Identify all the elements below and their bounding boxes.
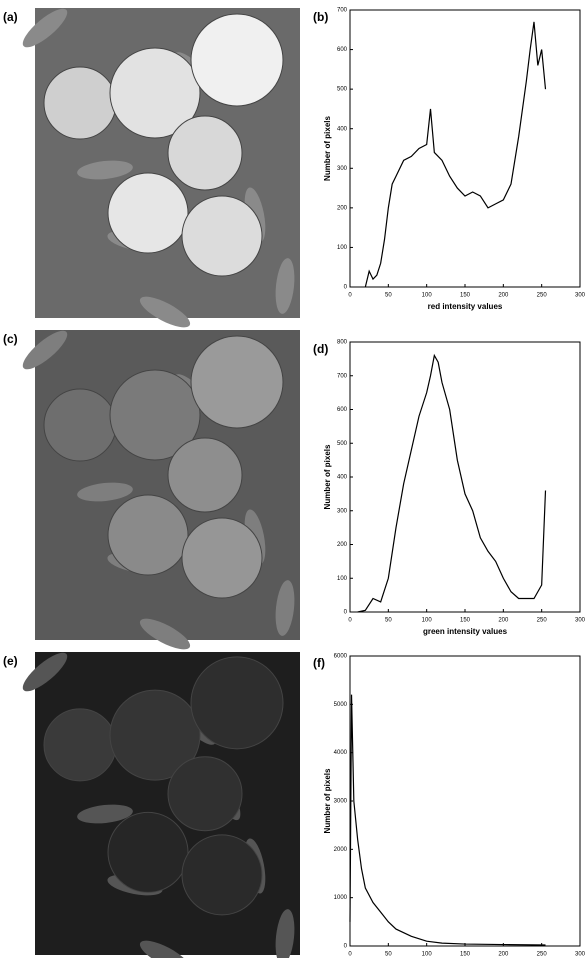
x-tick-label: 150 xyxy=(460,293,471,299)
x-tick-label: 300 xyxy=(575,952,586,958)
x-tick-label: 200 xyxy=(498,618,509,624)
x-tick-label: 100 xyxy=(422,293,433,299)
fruit xyxy=(109,689,201,781)
photo xyxy=(22,8,300,328)
y-axis-label: Number of pixels xyxy=(323,444,332,509)
fruit xyxy=(167,437,243,513)
y-tick-label: 600 xyxy=(337,407,348,413)
x-tick-label: 50 xyxy=(385,293,392,299)
y-tick-label: 400 xyxy=(337,475,348,481)
fruit xyxy=(43,708,117,782)
fruit xyxy=(109,47,201,139)
fruit xyxy=(109,369,201,461)
leaf xyxy=(22,652,68,692)
panel-label: (d) xyxy=(313,342,328,356)
x-tick-label: 250 xyxy=(537,952,548,958)
histogram-line xyxy=(357,353,547,613)
x-tick-label: 0 xyxy=(348,293,352,299)
x-tick-label: 0 xyxy=(348,618,352,624)
leaf xyxy=(77,160,133,180)
y-tick-label: 100 xyxy=(337,576,348,582)
y-tick-label: 300 xyxy=(337,508,348,514)
y-tick-label: 400 xyxy=(337,126,348,132)
leaf xyxy=(77,804,133,824)
y-tick-label: 600 xyxy=(337,47,348,53)
fruit xyxy=(43,388,117,462)
fruit xyxy=(181,195,263,277)
leaf xyxy=(139,618,191,650)
panel-label: (a) xyxy=(3,10,18,24)
y-tick-label: 500 xyxy=(337,441,348,447)
fruit xyxy=(107,172,189,254)
y-tick-label: 6000 xyxy=(334,654,348,660)
x-tick-label: 50 xyxy=(385,618,392,624)
leaf xyxy=(22,330,68,370)
leaf xyxy=(139,296,191,328)
y-tick-label: 2000 xyxy=(334,847,348,853)
plot-frame xyxy=(349,655,581,947)
plot-frame xyxy=(349,9,581,288)
x-tick-label: 250 xyxy=(537,618,548,624)
photo xyxy=(22,330,300,650)
panel-label: (e) xyxy=(3,654,18,668)
histogram-line xyxy=(349,694,546,946)
x-tick-label: 150 xyxy=(460,952,471,958)
x-tick-label: 0 xyxy=(348,952,352,958)
leaf xyxy=(139,940,191,963)
x-tick-label: 100 xyxy=(422,618,433,624)
panel-label: (b) xyxy=(313,10,328,24)
y-tick-label: 800 xyxy=(337,340,348,346)
y-tick-label: 700 xyxy=(337,8,348,14)
panel-label: (c) xyxy=(3,332,18,346)
y-axis-label: Number of pixels xyxy=(323,768,332,833)
x-tick-label: 200 xyxy=(498,293,509,299)
fruit xyxy=(181,517,263,599)
y-tick-label: 100 xyxy=(337,245,348,251)
y-tick-label: 300 xyxy=(337,166,348,172)
fruit xyxy=(190,335,284,429)
fruit xyxy=(181,834,263,916)
x-axis-label: green intensity values xyxy=(423,627,508,636)
y-tick-label: 200 xyxy=(337,205,348,211)
x-tick-label: 100 xyxy=(422,952,433,958)
histogram-line xyxy=(364,21,547,288)
y-tick-label: 0 xyxy=(344,944,348,950)
y-tick-label: 5000 xyxy=(334,702,348,708)
x-tick-label: 300 xyxy=(575,618,586,624)
x-tick-label: 50 xyxy=(385,952,392,958)
y-tick-label: 200 xyxy=(337,542,348,548)
leaf xyxy=(275,258,295,314)
leaf xyxy=(275,909,295,963)
x-tick-label: 300 xyxy=(575,293,586,299)
y-axis-label: Number of pixels xyxy=(323,116,332,181)
y-tick-label: 1000 xyxy=(334,895,348,901)
fruit xyxy=(190,13,284,107)
fruit xyxy=(190,656,284,750)
y-tick-label: 500 xyxy=(337,87,348,93)
x-tick-label: 250 xyxy=(537,293,548,299)
panel-label: (f) xyxy=(313,656,325,670)
photo xyxy=(22,652,300,963)
leaf xyxy=(22,8,68,48)
leaf xyxy=(275,580,295,636)
plot-frame xyxy=(349,341,581,613)
x-axis-label: red intensity values xyxy=(428,302,503,311)
fruit xyxy=(43,66,117,140)
x-tick-label: 200 xyxy=(498,952,509,958)
x-tick-label: 150 xyxy=(460,618,471,624)
y-tick-label: 0 xyxy=(344,285,348,291)
fruit xyxy=(167,756,243,832)
y-tick-label: 700 xyxy=(337,373,348,379)
leaf xyxy=(77,482,133,502)
y-tick-label: 3000 xyxy=(334,799,348,805)
y-tick-label: 0 xyxy=(344,610,348,616)
fruit xyxy=(107,494,189,576)
fruit xyxy=(107,811,189,893)
fruit xyxy=(167,115,243,191)
y-tick-label: 4000 xyxy=(334,750,348,756)
